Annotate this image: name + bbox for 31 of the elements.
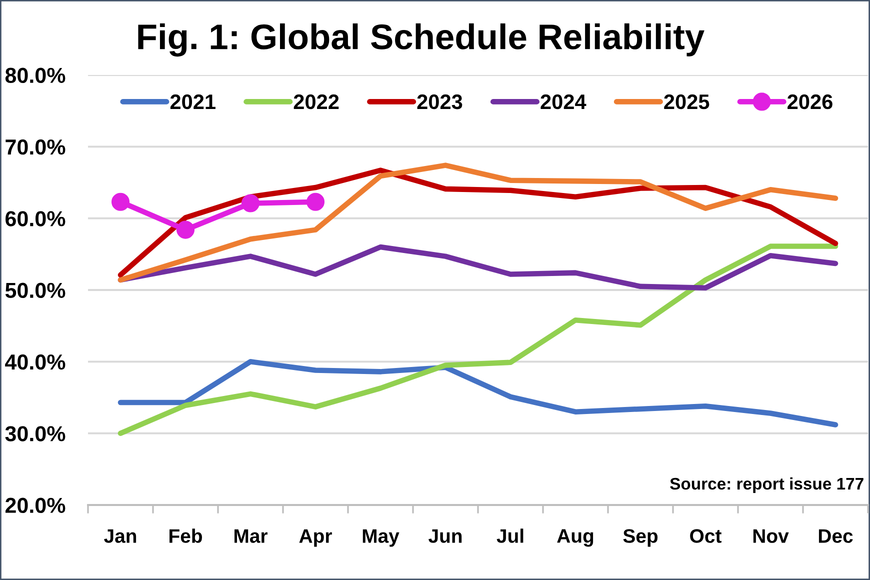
legend-label: 2024 xyxy=(540,94,586,110)
x-tick-label: Jul xyxy=(496,528,524,543)
y-tick-label: 30.0% xyxy=(5,426,66,442)
x-tick-label: Oct xyxy=(690,529,722,543)
y-tick-label: 60.0% xyxy=(6,211,66,226)
x-tick-label: Sep xyxy=(623,529,658,547)
legend-label: 2025 xyxy=(664,94,710,110)
point xyxy=(176,220,195,239)
legend-label: 2022 xyxy=(294,94,339,110)
x-tick-label: Jun xyxy=(428,529,462,543)
y-tick-label: 80.0% xyxy=(5,68,66,84)
point xyxy=(306,192,325,211)
point xyxy=(111,192,130,211)
legend-label: 2023 xyxy=(417,94,462,110)
x-tick-label: Dec xyxy=(818,529,853,543)
y-tick-label: 20.0% xyxy=(5,498,66,514)
x-tick-label: Aug xyxy=(557,529,594,547)
legend-label: 2026 xyxy=(788,94,832,110)
x-tick-label: Apr xyxy=(299,529,332,547)
x-tick-label: May xyxy=(362,529,400,547)
y-tick-label: 40.0% xyxy=(5,354,66,370)
y-tick-label: 70.0% xyxy=(6,139,66,155)
legend-label: 2021 xyxy=(170,94,216,110)
x-tick-label: Nov xyxy=(753,529,789,543)
chart-title: Fig. 1: Global Schedule Reliability xyxy=(138,23,704,57)
point xyxy=(241,194,260,212)
x-tick-label: Jan xyxy=(104,529,136,543)
x-tick-label: Feb xyxy=(170,528,202,543)
annotation: Source: report issue 177 xyxy=(670,477,864,493)
y-tick-label: 50.0% xyxy=(5,282,66,298)
x-tick-label: Mar xyxy=(234,529,268,543)
